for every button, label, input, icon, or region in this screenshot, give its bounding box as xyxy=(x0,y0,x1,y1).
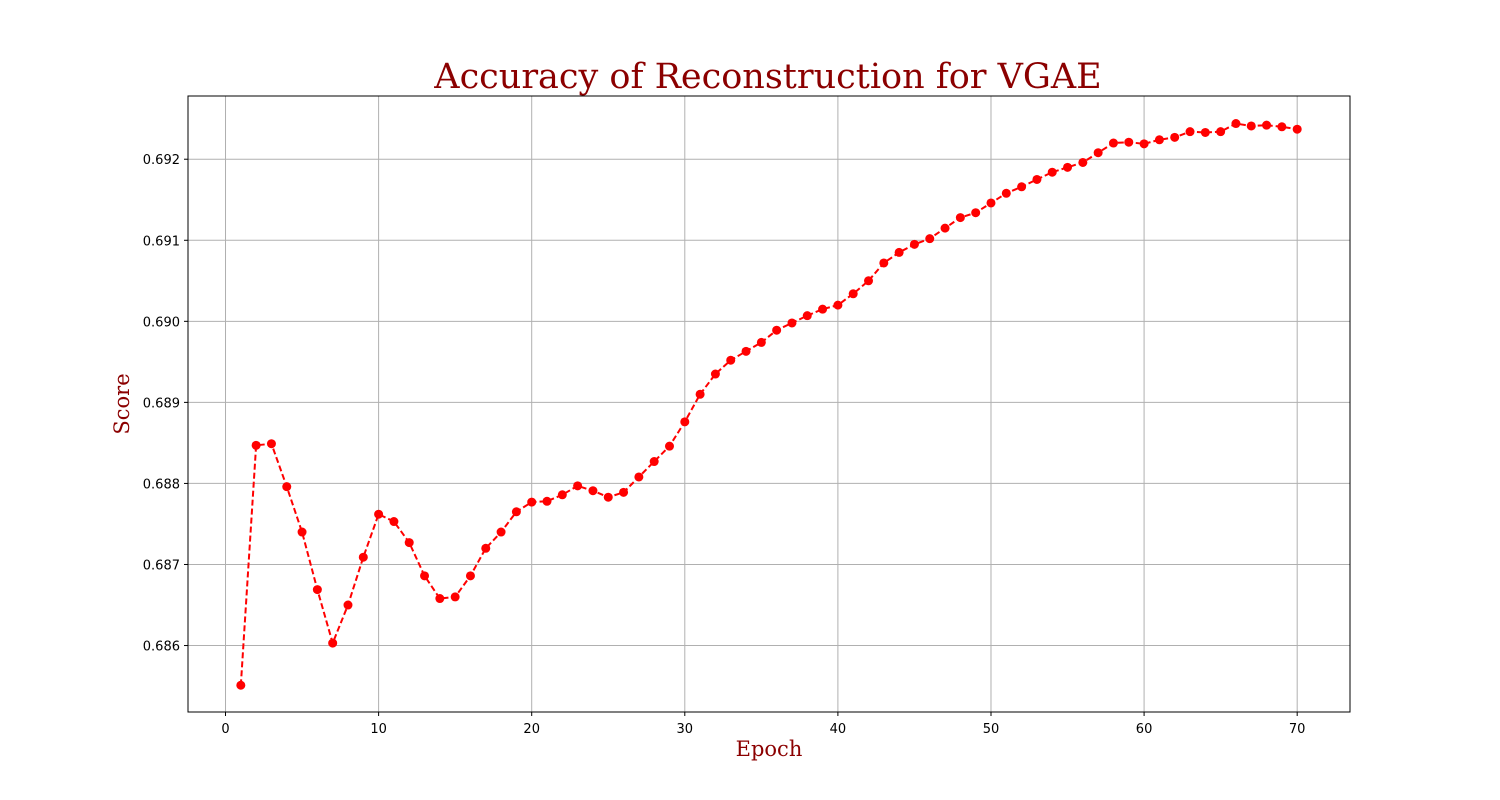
data-point xyxy=(343,600,353,610)
data-point xyxy=(818,304,828,314)
plot-frame xyxy=(187,95,1351,713)
data-point xyxy=(1246,121,1256,131)
data-point xyxy=(404,538,414,548)
x-tick-label: 70 xyxy=(1289,722,1306,737)
data-point xyxy=(1108,138,1118,148)
data-point xyxy=(1139,139,1149,149)
data-point xyxy=(1170,132,1180,142)
data-point xyxy=(695,389,705,399)
data-point xyxy=(266,439,276,449)
data-point xyxy=(1154,135,1164,145)
data-point xyxy=(1032,174,1042,184)
data-point xyxy=(864,276,874,286)
data-point xyxy=(603,492,613,502)
data-point xyxy=(465,571,475,581)
data-point xyxy=(312,585,322,595)
data-point xyxy=(971,208,981,218)
x-tick-label: 50 xyxy=(983,722,1000,737)
data-point xyxy=(1078,157,1088,167)
data-point xyxy=(1124,137,1134,147)
x-axis-label: Epoch xyxy=(736,737,803,761)
data-point xyxy=(726,355,736,365)
data-point xyxy=(894,247,904,257)
chart-title: Accuracy of Reconstruction for VGAE xyxy=(433,57,1101,97)
data-point xyxy=(588,486,598,496)
y-tick-label: 0.690 xyxy=(143,315,180,330)
data-point xyxy=(573,481,583,491)
x-tick-label: 60 xyxy=(1136,722,1153,737)
data-point xyxy=(955,213,965,223)
data-point xyxy=(236,680,246,690)
data-point xyxy=(925,234,935,244)
data-point xyxy=(527,497,537,507)
data-point xyxy=(649,457,659,467)
data-point xyxy=(986,198,996,208)
data-point xyxy=(848,289,858,299)
data-point xyxy=(450,592,460,602)
data-point xyxy=(251,440,261,450)
data-point xyxy=(282,482,292,492)
data-point xyxy=(772,325,782,335)
data-point xyxy=(358,552,368,562)
data-point xyxy=(756,337,766,347)
data-point xyxy=(328,638,338,648)
data-point xyxy=(1185,127,1195,137)
data-point xyxy=(1277,122,1287,132)
data-point xyxy=(787,318,797,328)
data-point xyxy=(1047,167,1057,177)
x-tick-label: 20 xyxy=(523,722,540,737)
data-point xyxy=(481,543,491,553)
y-tick-label: 0.689 xyxy=(143,396,180,411)
x-tick-label: 0 xyxy=(221,722,229,737)
data-point xyxy=(879,258,889,268)
y-tick-label: 0.687 xyxy=(143,558,180,573)
x-tick-label: 10 xyxy=(370,722,387,737)
data-point xyxy=(1262,120,1272,130)
data-point xyxy=(741,346,751,356)
data-point xyxy=(634,472,644,482)
data-point xyxy=(833,300,843,310)
data-point xyxy=(940,223,950,233)
data-point xyxy=(496,527,506,537)
x-tick-label: 30 xyxy=(677,722,694,737)
data-point xyxy=(374,509,384,519)
y-tick-label: 0.686 xyxy=(143,640,180,655)
data-point xyxy=(542,496,552,506)
data-point xyxy=(1216,127,1226,137)
data-point xyxy=(1001,188,1011,198)
data-point xyxy=(1200,127,1210,137)
data-point xyxy=(1292,124,1302,134)
y-axis-label: Score xyxy=(110,373,134,434)
data-point xyxy=(511,507,521,517)
data-point xyxy=(557,490,567,500)
data-point xyxy=(1231,119,1241,129)
axis-ticks: 0 10 20 30 40 50 60 70 0.686 0.687 0.688 0.689 0.690… xyxy=(143,153,1306,737)
data-point xyxy=(297,527,307,537)
y-tick-label: 0.692 xyxy=(143,153,180,168)
series-line xyxy=(239,122,1298,686)
data-point xyxy=(680,417,690,427)
data-point xyxy=(1093,148,1103,158)
data-point xyxy=(802,311,812,321)
data-point xyxy=(389,517,399,527)
data-point xyxy=(710,369,720,379)
data-point xyxy=(619,487,629,497)
data-point xyxy=(1017,182,1027,192)
x-tick-label: 40 xyxy=(830,722,847,737)
data-point xyxy=(1063,162,1073,172)
series-score xyxy=(236,119,1302,690)
data-point xyxy=(664,441,674,451)
y-tick-label: 0.688 xyxy=(143,477,180,492)
data-point xyxy=(420,571,430,581)
y-tick-label: 0.691 xyxy=(143,234,180,249)
data-point xyxy=(909,239,919,249)
data-point xyxy=(435,594,445,604)
